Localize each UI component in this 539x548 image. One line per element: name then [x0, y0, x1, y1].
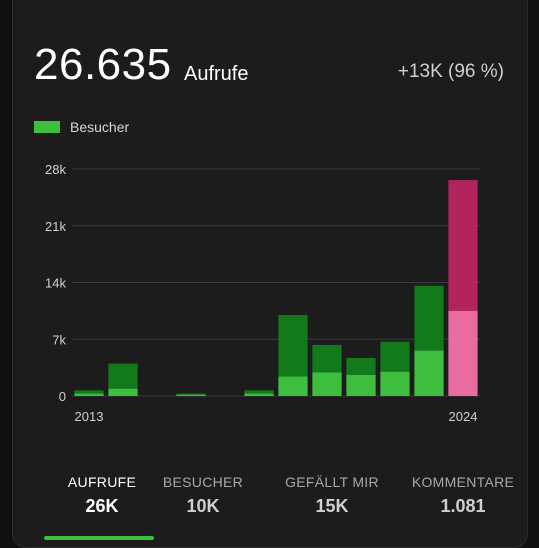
bar-views — [278, 314, 308, 377]
bar-views — [176, 393, 206, 395]
active-tab-indicator — [44, 536, 154, 540]
bar-visitors — [346, 374, 376, 396]
tab-label: GEFÄLLT MIR — [285, 474, 379, 490]
y-tick-label: 21k — [45, 219, 66, 234]
bar-visitors — [414, 350, 444, 396]
y-tick-label: 7k — [52, 332, 66, 347]
x-tick-label: 2013 — [75, 409, 104, 424]
y-tick-label: 28k — [45, 162, 66, 177]
bar-visitors — [448, 310, 478, 396]
tab-value: 1.081 — [440, 496, 486, 516]
bar-views — [312, 344, 342, 373]
bar-views — [448, 180, 478, 311]
tab-gefaellt-mir[interactable]: GEFÄLLT MIR 15K — [270, 474, 394, 517]
legend-swatch — [34, 121, 60, 133]
bar-views — [380, 341, 410, 372]
tab-value: 10K — [186, 496, 220, 516]
y-tick-label: 0 — [59, 389, 66, 404]
bar-views — [346, 357, 376, 375]
bar-views — [108, 363, 138, 389]
tab-kommentare[interactable]: KOMMENTARE 1.081 — [401, 474, 525, 517]
legend-label: Besucher — [70, 119, 130, 135]
total-views-value: 26.635 — [34, 40, 172, 89]
bar-visitors — [312, 372, 342, 396]
bar-visitors — [244, 393, 274, 396]
bar-visitors — [380, 371, 410, 396]
views-bar-chart[interactable]: 0 7k 14k 21k 28k 2013 2024 — [0, 150, 539, 440]
bar-visitors — [108, 388, 138, 396]
bar-views — [74, 390, 104, 394]
tab-label: BESUCHER — [162, 474, 244, 490]
views-change: +13K (96 %) — [397, 61, 504, 82]
total-views-unit: Aufrufe — [184, 63, 249, 85]
tab-besucher[interactable]: BESUCHER 10K — [141, 474, 265, 517]
metric-tabs: AUFRUFE 26K BESUCHER 10K GEFÄLLT MIR 15K… — [12, 474, 526, 540]
stats-card — [12, 0, 528, 548]
tab-value: 15K — [315, 496, 349, 516]
bar-views — [244, 390, 274, 394]
bar-visitors — [176, 394, 206, 396]
bar-visitors — [278, 376, 308, 396]
bar-views — [414, 285, 444, 351]
tab-label: KOMMENTARE — [411, 474, 515, 490]
bar-visitors — [74, 393, 104, 396]
y-tick-label: 14k — [45, 276, 66, 291]
x-tick-label: 2024 — [449, 409, 478, 424]
tab-value: 26K — [85, 496, 119, 516]
summary-header: 26.635 Aufrufe +13K (96 %) — [34, 40, 504, 90]
tab-aufrufe[interactable]: AUFRUFE 26K — [40, 474, 164, 517]
tab-label: AUFRUFE — [67, 474, 137, 490]
